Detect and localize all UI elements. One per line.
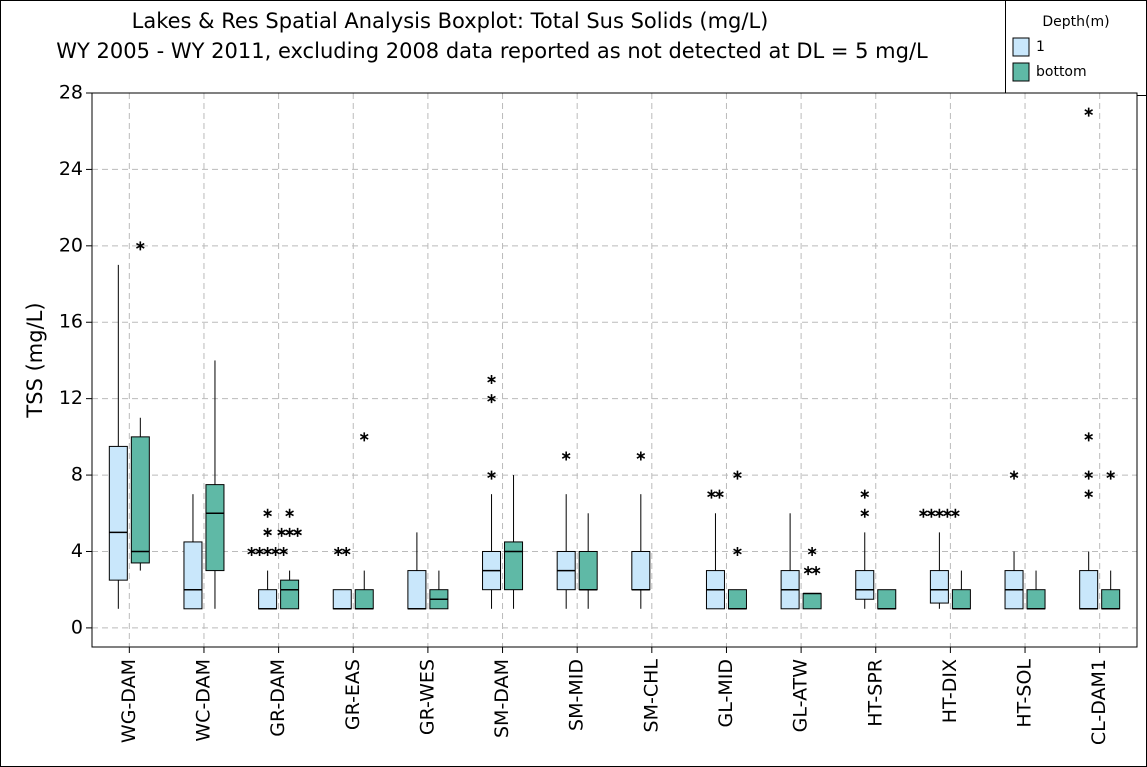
x-tick-label: HT-DIX xyxy=(939,659,961,723)
box xyxy=(183,541,203,610)
outlier xyxy=(333,546,343,556)
legend-title: Depth(m) xyxy=(1042,14,1109,30)
box xyxy=(205,484,225,572)
box xyxy=(951,589,971,610)
outlier xyxy=(255,546,264,556)
box xyxy=(258,589,278,610)
y-tick-label: 16 xyxy=(59,311,83,333)
x-tick-label: HT-SPR xyxy=(864,659,886,727)
x-tick-label: SM-MID xyxy=(566,659,588,731)
outlier xyxy=(733,546,742,556)
plot-area xyxy=(92,93,1137,647)
outlier xyxy=(247,546,256,556)
outlier xyxy=(1009,470,1019,480)
x-tick-label: HT-SOL xyxy=(1014,659,1036,728)
box xyxy=(504,541,524,591)
outlier xyxy=(803,566,813,576)
outlier xyxy=(707,489,716,499)
outlier xyxy=(733,470,742,480)
outlier xyxy=(487,394,496,404)
outlier xyxy=(285,508,294,518)
legend-label: bottom xyxy=(1036,64,1087,80)
outlier xyxy=(285,527,294,537)
box xyxy=(1026,589,1046,610)
outlier xyxy=(943,508,952,518)
y-tick-label: 0 xyxy=(71,616,83,638)
box xyxy=(280,579,300,610)
x-tick-label: GR-WES xyxy=(416,659,438,735)
outlier xyxy=(341,546,351,556)
box xyxy=(354,589,374,610)
y-axis-label: TSS (mg/L) xyxy=(23,302,47,418)
chart-title: Lakes & Res Spatial Analysis Boxplot: To… xyxy=(132,9,769,33)
legend-label: 1 xyxy=(1036,39,1045,55)
y-tick-label: 20 xyxy=(59,234,83,256)
x-tick-label: GR-EAS xyxy=(342,659,364,730)
series xyxy=(130,241,1121,610)
outlier xyxy=(1084,470,1093,480)
legend: 1 bottom xyxy=(1012,37,1087,82)
outlier xyxy=(860,508,870,518)
series xyxy=(108,107,1099,610)
x-tick-label: WG-DAM xyxy=(118,659,140,743)
outlier xyxy=(136,241,145,251)
outlier xyxy=(293,527,302,537)
box xyxy=(1101,589,1121,610)
x-tick-label: CL-DAM1 xyxy=(1088,659,1110,745)
x-tick-label: SM-DAM xyxy=(491,659,513,738)
box xyxy=(631,550,651,591)
x-tick-label: WC-DAM xyxy=(192,659,214,742)
outlier xyxy=(636,451,646,461)
legend-swatch xyxy=(1012,37,1030,57)
outlier xyxy=(1106,470,1115,480)
box xyxy=(407,570,427,610)
y-tick-label: 28 xyxy=(59,82,83,104)
x-tick-label: SM-CHL xyxy=(640,659,662,733)
x-tick-label: GL-ATW xyxy=(790,659,812,733)
box xyxy=(130,436,150,564)
outlier xyxy=(919,508,928,518)
y-tick-label: 8 xyxy=(71,464,83,486)
outlier xyxy=(487,470,496,480)
outlier xyxy=(935,508,944,518)
box xyxy=(578,550,598,591)
outlier xyxy=(811,566,821,576)
y-tick-label: 12 xyxy=(59,387,83,409)
box xyxy=(802,593,822,610)
outlier xyxy=(715,489,724,499)
outlier xyxy=(860,489,870,499)
box xyxy=(727,589,747,610)
outlier xyxy=(1084,432,1093,442)
outlier xyxy=(1084,489,1093,499)
outlier xyxy=(279,546,288,556)
legend-swatch xyxy=(1012,62,1030,82)
outlier xyxy=(277,527,286,537)
box xyxy=(855,570,875,600)
box xyxy=(108,445,128,581)
box xyxy=(877,589,897,610)
y-tick-label: 24 xyxy=(59,158,83,180)
outlier xyxy=(271,546,280,556)
outlier xyxy=(263,527,272,537)
x-tick-label: GR-DAM xyxy=(267,659,289,737)
outlier xyxy=(263,546,272,556)
outlier xyxy=(951,508,960,518)
outlier xyxy=(561,451,571,461)
outlier xyxy=(807,546,817,556)
outlier xyxy=(487,375,496,385)
outlier xyxy=(1084,107,1093,117)
outlier xyxy=(359,432,369,442)
box xyxy=(929,570,949,604)
box xyxy=(332,589,352,610)
y-tick-label: 4 xyxy=(71,540,83,562)
outlier xyxy=(927,508,936,518)
plot-border xyxy=(91,92,1138,648)
box xyxy=(1079,570,1099,610)
chart-subtitle: WY 2005 - WY 2011, excluding 2008 data r… xyxy=(56,39,928,63)
x-tick-label: GL-MID xyxy=(715,659,737,727)
outlier xyxy=(263,508,272,518)
